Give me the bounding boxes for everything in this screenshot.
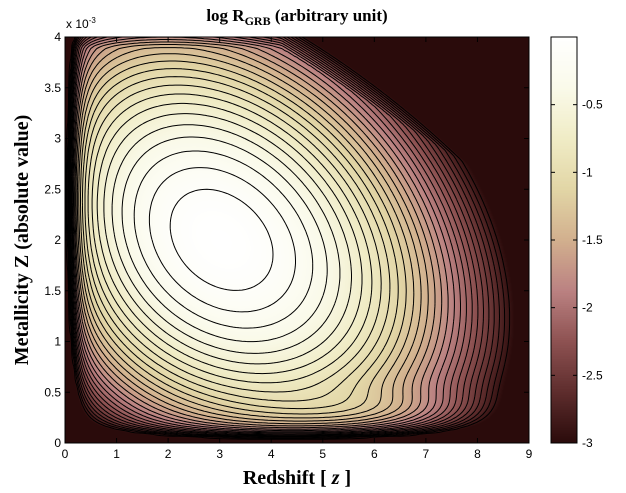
contour-line <box>76 47 422 422</box>
contour-line <box>66 37 506 439</box>
colorbar: -0.5 -1 -1.5 -2 -2.5 -3 <box>550 36 603 450</box>
contour-line <box>81 68 399 410</box>
contour-line <box>148 167 296 313</box>
colorbar-tick-label: -0.5 <box>582 98 603 112</box>
contour-line <box>71 37 461 433</box>
y-axis: 0 0.5 1 1.5 2 2.5 3 3.5 4 <box>44 30 529 450</box>
colorbar-tick-label: -2 <box>582 301 593 315</box>
y-tick-label: 0 <box>54 436 61 450</box>
contour-line <box>70 37 467 434</box>
colorbar-tick-label: -1.5 <box>582 233 603 247</box>
contour-line <box>169 188 274 291</box>
y-tick-label: 4 <box>54 30 61 44</box>
contour-line <box>65 37 511 440</box>
contour-line <box>84 76 391 402</box>
colorbar-image <box>551 37 577 443</box>
contour-line <box>68 37 490 437</box>
contour-line <box>121 136 328 343</box>
y-tick-label: 2.5 <box>44 182 61 196</box>
y-tick-label: 3 <box>54 132 61 146</box>
chart-title: log RGRB (arbitrary unit) <box>206 6 387 28</box>
y-axis-label: Metallicity Z (absolute value) <box>11 115 33 366</box>
x-axis: 0 1 2 3 4 5 6 7 8 9 <box>62 37 533 461</box>
contour-line <box>103 113 352 365</box>
contour-line <box>75 44 429 425</box>
y-tick-label: 1.5 <box>44 284 61 298</box>
contour-lines <box>65 37 511 440</box>
contour-line <box>96 102 363 375</box>
contour-line <box>73 39 443 429</box>
x-tick-label: 7 <box>423 447 430 461</box>
contour-line <box>74 41 436 427</box>
y-tick-label: 0.5 <box>44 385 61 399</box>
x-tick-label: 6 <box>371 447 378 461</box>
y-tick-label: 3.5 <box>44 81 61 95</box>
x-tick-label: 9 <box>526 447 533 461</box>
x-tick-label: 3 <box>216 447 223 461</box>
x-tick-label: 0 <box>62 447 69 461</box>
contour-line <box>71 37 455 432</box>
contour-line <box>78 53 415 419</box>
colorbar-tick-label: -3 <box>582 436 593 450</box>
y-axis-multiplier: x 10-3 <box>66 16 96 31</box>
plot-area <box>65 37 529 443</box>
x-axis-label: Redshift [ z ] <box>243 467 351 489</box>
colorbar-frame <box>550 36 578 444</box>
contour-line <box>87 84 382 393</box>
x-tick-label: 1 <box>113 447 120 461</box>
x-tick-label: 2 <box>165 447 172 461</box>
contour-line <box>72 37 449 430</box>
x-tick-label: 4 <box>268 447 275 461</box>
y-tick-label: 2 <box>54 233 61 247</box>
contour-line <box>91 93 373 384</box>
contour-line <box>111 124 341 354</box>
contour-line <box>69 37 473 435</box>
contour-line <box>67 37 500 439</box>
contour-line <box>80 60 407 415</box>
y-tick-label: 1 <box>54 335 61 349</box>
contour-line <box>133 150 314 329</box>
colorbar-tick-label: -1 <box>582 165 593 179</box>
x-tick-label: 5 <box>319 447 326 461</box>
colorbar-ticks: -0.5 -1 -1.5 -2 -2.5 -3 <box>551 98 603 450</box>
x-tick-label: 8 <box>474 447 481 461</box>
colorbar-tick-label: -2.5 <box>582 368 603 382</box>
